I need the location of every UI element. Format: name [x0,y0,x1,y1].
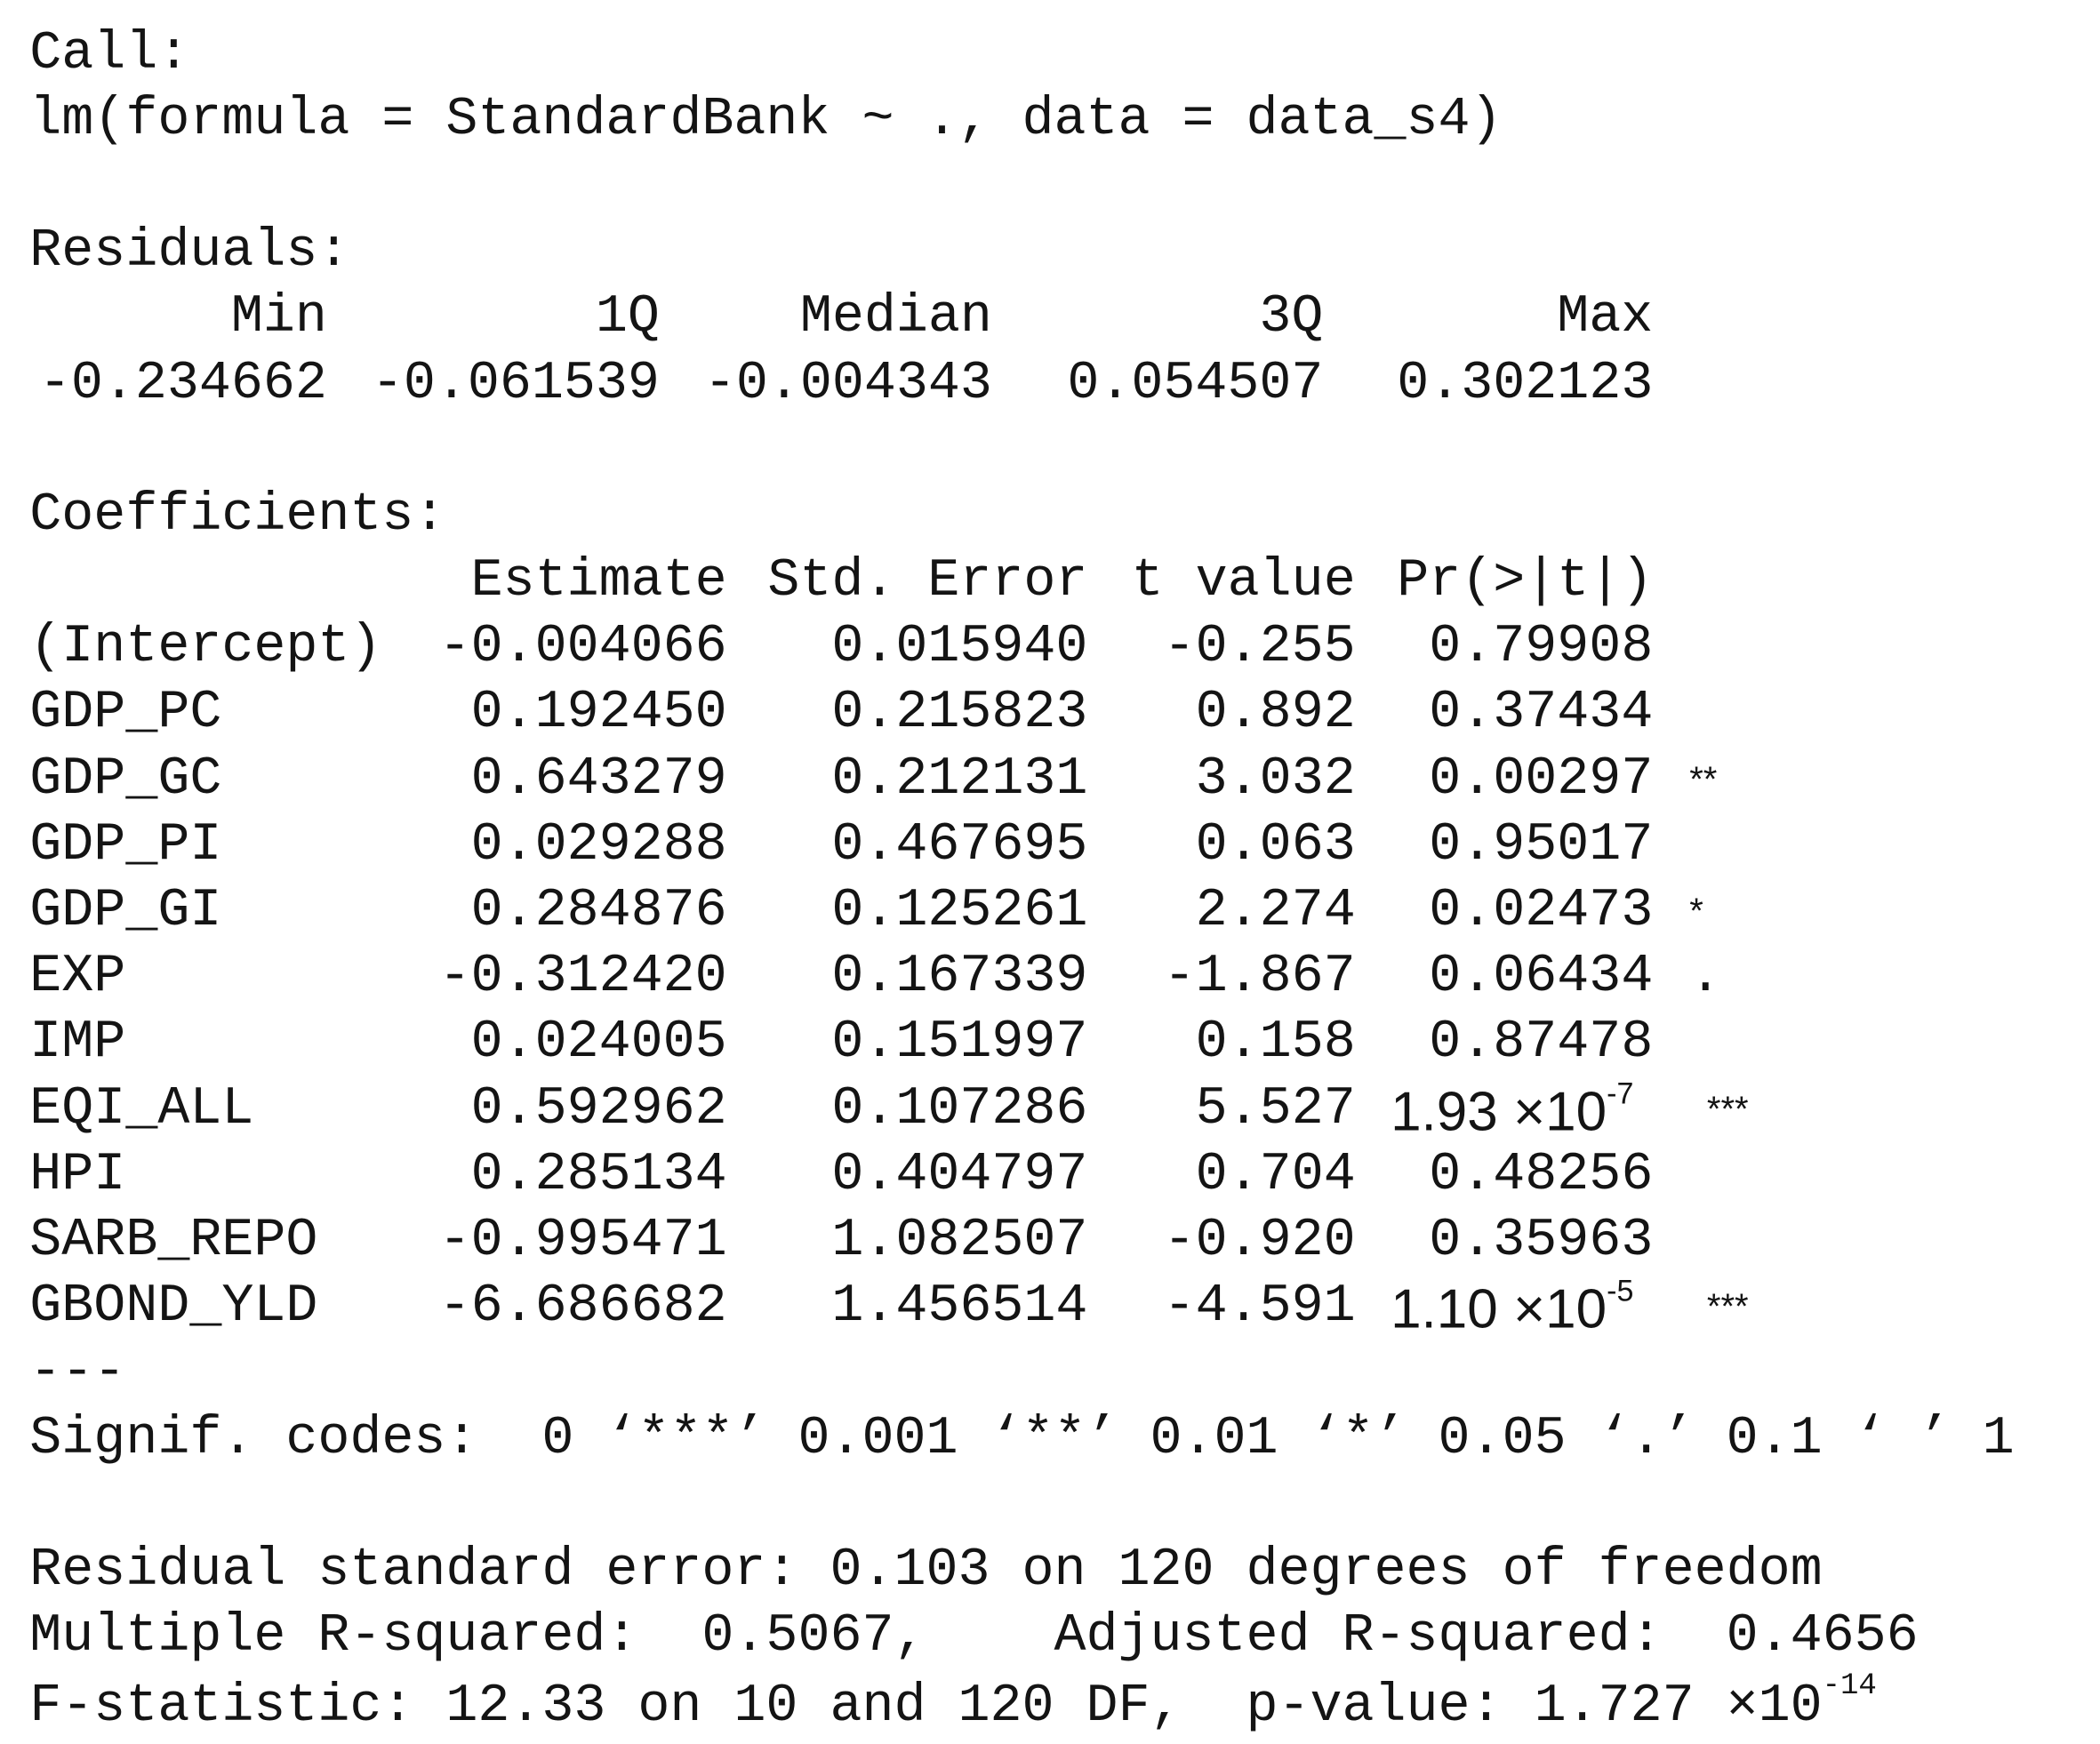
coef-std-error: 0.467695 [831,814,1088,876]
coef-name: SARB_REPO [29,1211,318,1271]
coef-name: HPI [29,1144,126,1205]
coef-p-value: 1.10 ×10-5 [1391,1276,1633,1338]
coef-t-value: -1.867 [1163,947,1356,1008]
coef-name: GDP_GC [29,748,222,810]
coef-p-value-base: 1.93 ×10 [1391,1081,1607,1143]
f-statistic-exponent: -14 [1822,1669,1877,1704]
signif-stars: *** [1706,1287,1749,1327]
coefficients-label: Coefficients: [29,484,446,546]
coef-p-value: 0.95017 [1429,814,1654,876]
coef-estimate: 0.643279 [470,748,727,810]
signif-stars: *** [1706,1089,1749,1129]
coef-estimate: 0.285134 [470,1144,727,1205]
coef-estimate: -0.312420 [438,947,727,1008]
coef-estimate: 0.592962 [470,1078,727,1140]
signif-codes: Signif. codes: 0 ‘***’ 0.001 ‘**’ 0.01 ‘… [29,1408,2015,1469]
residual-header: Max [1557,287,1654,348]
coef-p-value: 0.35963 [1429,1211,1654,1271]
coef-t-value: 2.274 [1195,881,1356,942]
coef-t-value: -0.920 [1163,1211,1356,1271]
coef-std-error: 0.404797 [831,1144,1088,1205]
coef-p-value: 0.02473 [1429,881,1654,942]
residual-value: -0.234662 [38,353,327,414]
residual-header: Min [230,287,327,348]
separator: --- [29,1342,126,1404]
coef-name: (Intercept) [29,617,382,678]
residual-header: 1Q [595,287,660,348]
coef-estimate: -0.004066 [438,617,727,678]
coef-p-value-base: 1.10 ×10 [1391,1278,1607,1340]
signif-stars: . [1689,947,1722,1008]
coef-name: GDP_PC [29,683,222,744]
coef-estimate: -0.995471 [438,1211,727,1271]
coef-std-error: 0.107286 [831,1078,1088,1140]
residual-value: 0.054507 [1067,353,1324,414]
coef-header: Estimate [470,551,727,612]
coef-estimate: 0.192450 [470,683,727,744]
coef-name: EQI_ALL [29,1078,254,1140]
coef-estimate: -6.686682 [438,1276,727,1338]
coef-std-error: 1.456514 [831,1276,1088,1338]
residual-value: 0.302123 [1397,353,1654,414]
residual-header: 3Q [1259,287,1324,348]
coef-std-error: 0.125261 [831,881,1088,942]
residuals-label: Residuals: [29,221,350,283]
coef-name: GBOND_YLD [29,1276,318,1338]
residual-header: Median [799,287,992,348]
coef-p-value: 0.87478 [1429,1012,1654,1074]
coef-std-error: 0.015940 [831,617,1088,678]
coef-estimate: 0.284876 [470,881,727,942]
coef-p-value: 0.79908 [1429,617,1654,678]
coef-header: Pr(>|t|) [1397,551,1654,612]
coef-std-error: 0.215823 [831,683,1088,744]
coef-name: GDP_PI [29,814,222,876]
coef-t-value: 5.527 [1195,1078,1356,1140]
f-statistic-base: F-statistic: 12.33 on 10 and 120 DF, p-v… [29,1676,1823,1738]
f-statistic: F-statistic: 12.33 on 10 and 120 DF, p-v… [29,1671,1877,1733]
coef-name: GDP_GI [29,881,222,942]
coef-t-value: 0.063 [1195,814,1356,876]
coef-t-value: -4.591 [1163,1276,1356,1338]
signif-stars: ** [1689,759,1718,799]
coef-estimate: 0.024005 [470,1012,727,1074]
coef-p-value: 1.93 ×10-7 [1391,1078,1633,1140]
coef-std-error: 0.212131 [831,748,1088,810]
coef-t-value: 0.892 [1195,683,1356,744]
residual-standard-error: Residual standard error: 0.103 on 120 de… [29,1540,1823,1601]
coef-p-value: 0.48256 [1429,1144,1654,1205]
residual-value: -0.004343 [703,353,992,414]
coef-std-error: 0.167339 [831,947,1088,1008]
coef-t-value: 0.704 [1195,1144,1356,1205]
signif-stars: * [1689,892,1703,932]
coef-name: EXP [29,947,126,1008]
r-squared: Multiple R-squared: 0.5067, Adjusted R-s… [29,1606,1919,1668]
coef-p-value-exponent: -5 [1607,1274,1634,1308]
coef-header: t value [1131,551,1356,612]
coef-p-value-exponent: -7 [1607,1076,1634,1111]
coef-p-value: 0.06434 [1429,947,1654,1008]
coef-t-value: 3.032 [1195,748,1356,810]
coef-name: IMP [29,1012,126,1074]
coef-header: Std. Error [767,551,1088,612]
coef-t-value: -0.255 [1163,617,1356,678]
coef-t-value: 0.158 [1195,1012,1356,1074]
call-label: Call: [29,23,190,84]
coef-p-value: 0.37434 [1429,683,1654,744]
coef-std-error: 1.082507 [831,1211,1088,1271]
coef-std-error: 0.151997 [831,1012,1088,1074]
residual-value: -0.061539 [371,353,660,414]
coef-estimate: 0.029288 [470,814,727,876]
coef-p-value: 0.00297 [1429,748,1654,810]
call-formula: lm(formula = StandardBank ~ ., data = da… [29,89,1503,150]
